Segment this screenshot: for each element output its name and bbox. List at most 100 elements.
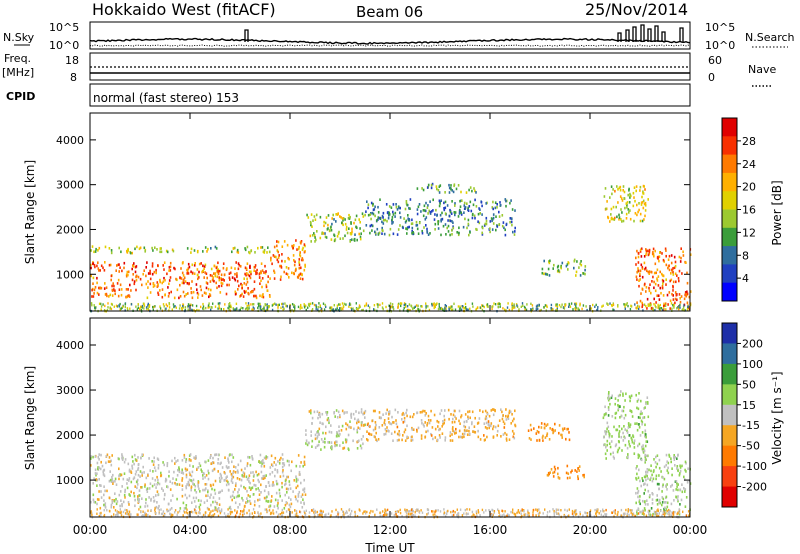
velocity-cell [98, 458, 100, 461]
power-cell [323, 308, 326, 311]
power-cell [679, 297, 681, 300]
power-cell [518, 308, 520, 311]
power-cell [579, 274, 582, 277]
velocity-cell [174, 481, 176, 485]
velocity-cell [189, 453, 192, 456]
velocity-cell [181, 477, 184, 480]
velocity-cell [650, 464, 652, 467]
power-cell [217, 270, 219, 273]
power-cell [671, 269, 674, 273]
power-cell [638, 202, 640, 205]
power-cell [118, 263, 120, 266]
power-cell [616, 215, 618, 219]
velocity-cell [103, 485, 105, 488]
velocity-cell [684, 460, 687, 464]
power-cell [93, 264, 96, 267]
power-cell [231, 250, 233, 254]
velocity-cell [635, 467, 637, 470]
velocity-cell [469, 432, 471, 436]
power-cell [345, 303, 347, 306]
power-cell [579, 302, 581, 305]
velocity-cell [185, 473, 188, 477]
velocity-cell [258, 498, 261, 501]
power-cell [205, 292, 207, 295]
power-cell [105, 286, 108, 289]
power-cell [291, 244, 293, 248]
power-cell [397, 305, 399, 308]
nave-tick-top: 60 [708, 54, 722, 67]
velocity-cell [93, 500, 95, 504]
velocity-cell [206, 499, 208, 502]
power-cell [181, 307, 183, 311]
power-cell [255, 296, 258, 300]
power-cell [660, 307, 662, 310]
velocity-cell [439, 427, 441, 431]
power-cell [372, 204, 374, 207]
power-cell [331, 222, 333, 226]
velocity-cell [212, 496, 215, 499]
power-cell [103, 269, 106, 272]
power-cell [90, 302, 93, 305]
velocity-cell [96, 461, 99, 465]
velocity-cell [558, 477, 561, 480]
velocity-cell [463, 512, 465, 515]
velocity-cell [169, 480, 171, 483]
power-cell [111, 288, 114, 292]
power-cell [148, 304, 150, 307]
power-cell [215, 281, 217, 285]
power-cell [236, 279, 239, 283]
velocity-cell [111, 501, 114, 505]
velocity-cell [537, 512, 540, 515]
power-cell [287, 256, 289, 260]
velocity-cell [231, 474, 233, 477]
power-cell [382, 222, 385, 225]
velocity-cell [214, 479, 217, 483]
velocity-cell [656, 482, 659, 486]
velocity-cell [498, 509, 500, 513]
power-cell [236, 250, 239, 254]
power-cell [658, 305, 660, 308]
velocity-cell [440, 409, 443, 412]
power-cell [324, 235, 327, 239]
power-cell [278, 254, 280, 257]
velocity-cell [204, 476, 206, 479]
velocity-cell [357, 440, 359, 443]
velocity-cell [342, 511, 345, 514]
power-cell [509, 217, 512, 220]
power-cell [265, 285, 268, 289]
power-cell [634, 199, 636, 203]
power-cell [283, 307, 285, 310]
power-cell [324, 232, 326, 235]
power-cell [614, 189, 616, 193]
velocity-cell [488, 509, 490, 512]
power-cell [119, 283, 122, 287]
velocity-cell [605, 445, 607, 449]
power-cell [619, 185, 622, 189]
velocity-cell [556, 512, 558, 515]
velocity-cell [383, 433, 385, 436]
velocity-cell [210, 493, 212, 497]
velocity-cell [458, 435, 460, 439]
velocity-cell [396, 425, 399, 429]
velocity-cell [671, 467, 673, 470]
velocity-cell [557, 512, 560, 515]
power-cell [339, 303, 341, 306]
power-cell [678, 269, 681, 273]
power-cell [454, 202, 456, 205]
power-cell [568, 305, 570, 308]
power-cell [490, 217, 493, 220]
velocity-cell [245, 475, 248, 478]
power-cell [293, 308, 296, 312]
velocity-cell [568, 431, 570, 434]
velocity-cell [459, 508, 462, 511]
power-cell [678, 279, 680, 283]
velocity-cell [128, 477, 131, 480]
power-cell [332, 308, 334, 311]
power-cell [452, 226, 455, 230]
velocity-cell [627, 426, 630, 429]
power-cell [463, 211, 465, 214]
velocity-cell [344, 438, 347, 441]
power-cell [124, 305, 126, 309]
power-cell [427, 183, 430, 187]
power-cell [193, 309, 195, 312]
